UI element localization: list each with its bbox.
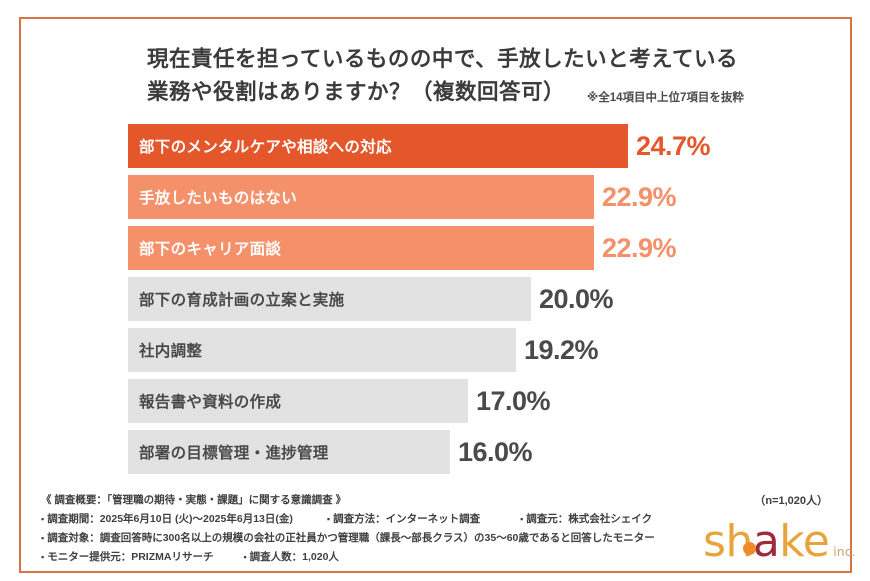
bar-fill: 社内調整 xyxy=(128,328,516,372)
bar-value-label: 20.0% xyxy=(539,283,614,314)
bar-fill: 部署の目標管理・進捗管理 xyxy=(128,430,450,474)
logo-wordmark: shake xyxy=(703,520,830,564)
page-title-line-1: 現在責任を担っているものの中で、手放したいと考えている xyxy=(147,47,738,71)
footer-count-label: 調査人数：1,020人 xyxy=(243,549,339,564)
survey-overview-footer: 《 調査概要：「管理職の期待・実態・課題」に関する意識調査 》 調査期間：202… xyxy=(41,492,721,568)
footer-line-period: 調査期間：2025年6月10日 (火)〜2025年6月13日(金) 調査方法：イ… xyxy=(41,511,721,526)
chart-bar-row: 報告書や資料の作成 17.0% xyxy=(128,379,748,423)
horizontal-bar-chart: 部下のメンタルケアや相談への対応 24.7% 手放したいものはない 22.9% … xyxy=(128,124,748,479)
bar-category-label: 部下の育成計画の立案と実施 xyxy=(139,292,345,309)
footer-period-label: 調査期間：2025年6月10日 (火)〜2025年6月13日(金) xyxy=(41,511,293,526)
footer-method-label: 調査方法：インターネット調査 xyxy=(327,511,480,526)
bar-value-label: 17.0% xyxy=(476,385,551,416)
logo-letter-s: s xyxy=(703,516,726,567)
bar-value-label: 24.7% xyxy=(636,130,711,161)
chart-title-block: 現在責任を担っているものの中で、手放したいと考えている 業務や役割はありますか？… xyxy=(147,43,787,109)
bar-fill: 部下のキャリア面談 xyxy=(128,226,594,270)
page-title-line-2-row: 業務や役割はありますか？（複数回答可） ※全14項目中上位7項目を抜粋 xyxy=(147,76,787,109)
footer-monitor-label: モニター提供元：PRIZMAリサーチ xyxy=(41,549,213,564)
footer-heading: 《 調査概要：「管理職の期待・実態・課題」に関する意識調査 》 xyxy=(41,494,347,506)
bar-fill: 報告書や資料の作成 xyxy=(128,379,468,423)
chart-bar-row: 部下のメンタルケアや相談への対応 24.7% xyxy=(128,124,748,168)
bar-category-label: 部下のキャリア面談 xyxy=(139,241,282,258)
bar-category-label: 報告書や資料の作成 xyxy=(139,394,282,411)
chart-bar-row: 部署の目標管理・進捗管理 16.0% xyxy=(128,430,748,474)
chart-bar-row: 部下のキャリア面談 22.9% xyxy=(128,226,748,270)
page-title-line-2: 業務や役割はありますか？（複数回答可） xyxy=(147,80,566,104)
logo-letter-e: e xyxy=(802,516,830,567)
footer-line-target: 調査対象：調査回答時に300名以上の規模の会社の正社員かつ管理職（課長〜部長クラ… xyxy=(41,530,721,545)
chart-subtitle-note: ※全14項目中上位7項目を抜粋 xyxy=(587,92,744,104)
bar-category-label: 手放したいものはない xyxy=(139,190,298,207)
logo-letter-k: k xyxy=(779,516,803,567)
bar-category-label: 部署の目標管理・進捗管理 xyxy=(139,445,329,462)
footer-target-label: 調査対象：調査回答時に300名以上の規模の会社の正社員かつ管理職（課長〜部長クラ… xyxy=(41,530,655,545)
footer-source-label: 調査元：株式会社シェイク xyxy=(520,511,652,526)
logo-letter-h: h xyxy=(725,516,753,567)
chart-bar-row: 社内調整 19.2% xyxy=(128,328,748,372)
footer-line-monitor: モニター提供元：PRIZMAリサーチ 調査人数：1,020人 xyxy=(41,549,721,564)
shake-inc-logo: shake inc. xyxy=(703,512,856,564)
bar-value-label: 22.9% xyxy=(602,181,677,212)
logo-letter-a: a xyxy=(752,516,780,567)
logo-dot-icon xyxy=(743,542,756,555)
bar-fill: 部下のメンタルケアや相談への対応 xyxy=(128,124,628,168)
chart-bar-row: 部下の育成計画の立案と実施 20.0% xyxy=(128,277,748,321)
bar-fill: 部下の育成計画の立案と実施 xyxy=(128,277,531,321)
bar-value-label: 16.0% xyxy=(458,436,533,467)
bar-category-label: 社内調整 xyxy=(139,343,203,360)
logo-inc-suffix: inc. xyxy=(833,544,856,559)
chart-bar-row: 手放したいものはない 22.9% xyxy=(128,175,748,219)
bar-value-label: 19.2% xyxy=(524,334,599,365)
bar-category-label: 部下のメンタルケアや相談への対応 xyxy=(139,139,392,156)
sample-size-label: （n=1,020人） xyxy=(754,495,828,507)
bar-value-label: 22.9% xyxy=(602,232,677,263)
bar-fill: 手放したいものはない xyxy=(128,175,594,219)
